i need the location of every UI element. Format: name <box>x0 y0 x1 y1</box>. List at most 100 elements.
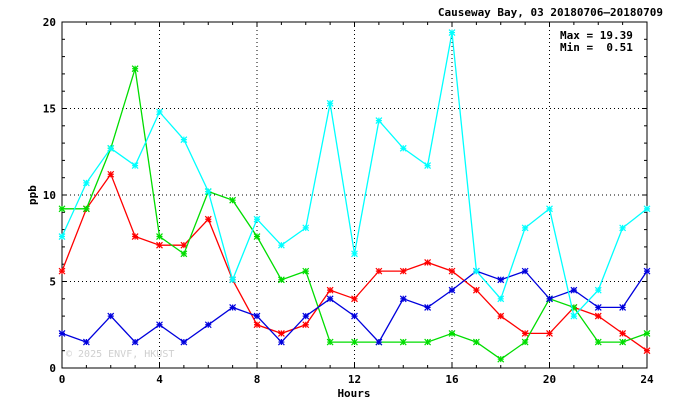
data-point <box>399 338 407 346</box>
data-point <box>204 215 212 223</box>
data-point <box>472 338 480 346</box>
data-point <box>424 162 432 170</box>
data-point <box>156 233 163 240</box>
data-point <box>326 338 334 346</box>
data-point <box>82 205 90 213</box>
data-point <box>180 250 188 258</box>
data-point <box>326 286 334 294</box>
data-point <box>521 338 529 346</box>
data-point <box>180 241 188 249</box>
data-point <box>277 338 285 346</box>
data-point <box>302 321 310 329</box>
y-tick-label: 20 <box>43 16 56 29</box>
data-point <box>594 304 602 311</box>
x-tick-label: 12 <box>348 373 361 386</box>
y-tick-label: 5 <box>49 276 56 289</box>
data-point <box>131 233 139 240</box>
data-point <box>156 108 163 116</box>
data-point <box>570 304 578 311</box>
data-point <box>229 304 237 311</box>
data-point <box>399 144 407 152</box>
data-point <box>156 321 163 329</box>
data-point <box>619 329 627 337</box>
data-point <box>253 312 261 320</box>
data-point <box>472 286 480 294</box>
data-point <box>643 329 651 337</box>
data-point <box>326 295 334 303</box>
watermark: © 2025 ENVF, HKUST <box>66 349 174 360</box>
data-point <box>277 276 285 284</box>
data-point <box>448 267 456 275</box>
data-point <box>619 338 627 346</box>
data-point <box>497 312 505 320</box>
data-point <box>619 224 627 232</box>
x-tick-label: 8 <box>254 373 261 386</box>
data-point <box>448 286 456 294</box>
data-point <box>253 233 261 240</box>
data-point <box>131 338 139 346</box>
data-point <box>521 267 529 275</box>
data-point <box>58 233 66 240</box>
data-point <box>107 144 115 152</box>
data-point <box>424 259 432 266</box>
data-point <box>424 338 432 346</box>
data-point <box>180 338 188 346</box>
data-point <box>253 215 261 223</box>
data-point <box>107 312 115 320</box>
y-tick-label: 10 <box>43 189 56 202</box>
data-point <box>204 321 212 329</box>
max-stat: Max = 19.39 <box>560 29 633 42</box>
x-tick-label: 24 <box>640 373 654 386</box>
x-axis-title: Hours <box>337 387 370 400</box>
data-point <box>180 136 188 144</box>
x-tick-label: 0 <box>59 373 66 386</box>
data-point <box>594 286 602 294</box>
data-point <box>277 329 285 337</box>
data-series-4 <box>58 29 651 320</box>
data-point <box>82 179 90 187</box>
data-point <box>351 312 358 320</box>
data-point <box>82 338 90 346</box>
data-point <box>351 250 358 258</box>
data-point <box>302 312 310 320</box>
data-point <box>131 162 139 170</box>
data-point <box>131 65 139 73</box>
data-point <box>204 188 212 195</box>
data-point <box>546 329 553 337</box>
data-point <box>375 117 383 125</box>
data-point <box>229 276 237 284</box>
x-tick-label: 4 <box>156 373 163 386</box>
data-point <box>497 355 505 363</box>
y-tick-label: 0 <box>49 362 56 375</box>
data-point <box>58 267 66 275</box>
data-point <box>277 241 285 249</box>
data-point <box>399 295 407 303</box>
data-point <box>521 329 529 337</box>
data-point <box>156 241 163 249</box>
data-point <box>58 329 66 337</box>
data-point <box>302 267 310 275</box>
data-point <box>546 295 553 303</box>
data-series-3 <box>58 267 651 346</box>
data-point <box>521 224 529 232</box>
data-point <box>497 295 505 303</box>
data-point <box>448 29 456 36</box>
data-point <box>58 205 66 213</box>
data-point <box>351 295 358 303</box>
data-point <box>326 99 334 107</box>
data-point <box>619 304 627 311</box>
data-point <box>424 304 432 311</box>
data-point <box>253 321 261 329</box>
data-point <box>643 267 651 275</box>
data-point <box>399 267 407 275</box>
data-point <box>375 267 383 275</box>
data-point <box>570 286 578 294</box>
min-stat: Min = 0.51 <box>560 41 633 54</box>
y-tick-label: 15 <box>43 103 56 116</box>
data-point <box>229 196 237 204</box>
data-point <box>472 267 480 275</box>
x-tick-label: 16 <box>445 373 459 386</box>
data-point <box>302 224 310 232</box>
grid <box>62 22 647 368</box>
